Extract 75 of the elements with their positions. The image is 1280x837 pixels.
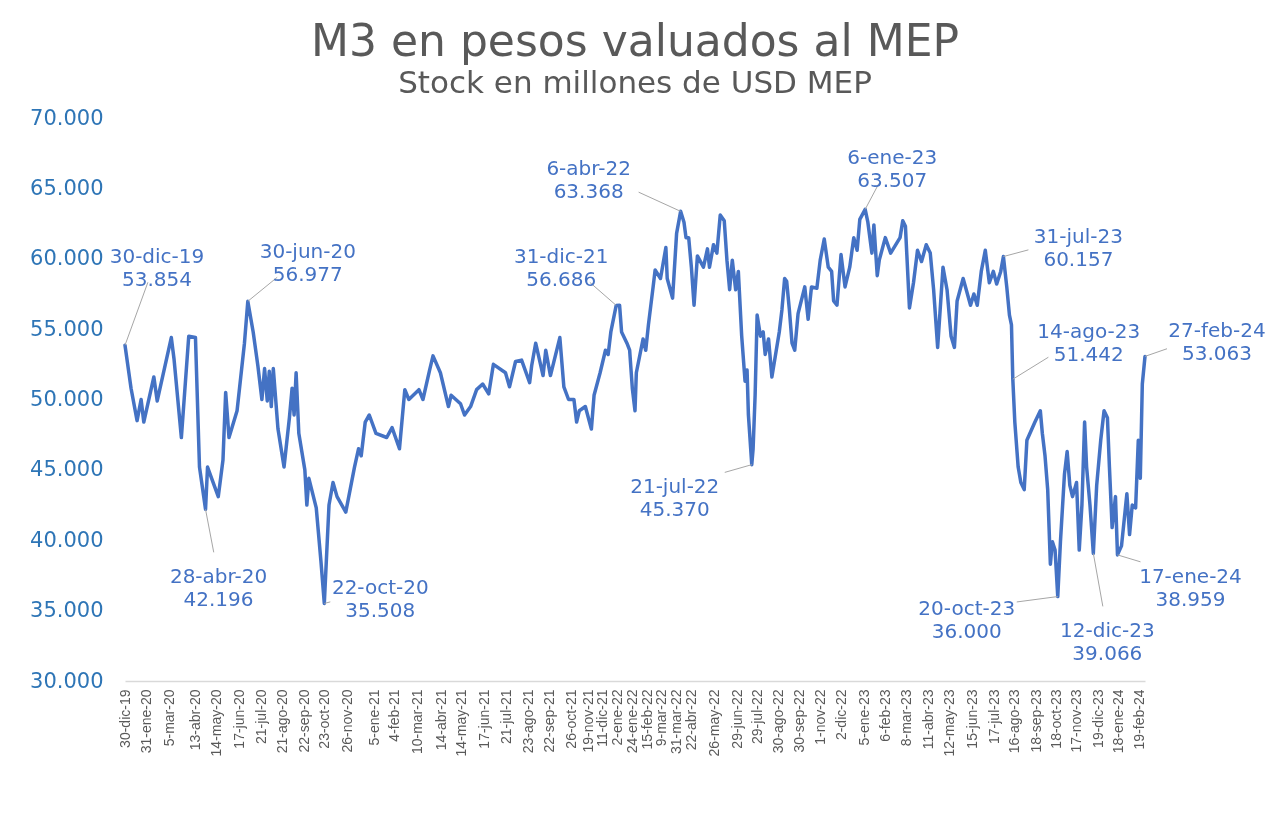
annotation: 6-abr-22 63.368 xyxy=(546,156,631,204)
annotation: 30-dic-19 53.854 xyxy=(109,244,205,292)
x-tick-label: 6-feb-23 xyxy=(877,689,894,742)
x-tick-label: 5-mar-20 xyxy=(160,689,177,747)
annotation: 6-ene-23 63.507 xyxy=(847,145,938,193)
x-tick-label: 18-sep-23 xyxy=(1027,689,1044,753)
y-tick-label: 45.000 xyxy=(30,457,104,482)
annotation: 21-jul-22 45.370 xyxy=(630,473,720,521)
x-tick-label: 29-jun-22 xyxy=(728,689,745,749)
annotation: 31-dic-21 56.686 xyxy=(513,244,609,292)
x-tick-label: 29-jul-22 xyxy=(748,689,765,744)
x-tick-label: 1-nov-22 xyxy=(812,689,829,745)
y-tick-label: 55.000 xyxy=(30,316,104,341)
x-tick-label: 13-abr-20 xyxy=(186,689,203,751)
annotation: 22-oct-20 35.508 xyxy=(331,575,429,623)
x-tick-label: 19-dic-23 xyxy=(1089,689,1106,748)
x-tick-label: 17-jul-23 xyxy=(985,689,1002,744)
x-tick-label: 9-mar-22 xyxy=(653,689,670,747)
x-tick-label: 5-ene-21 xyxy=(366,689,383,746)
annotation: 17-ene-24 38.959 xyxy=(1139,563,1242,611)
y-tick-label: 50.000 xyxy=(30,387,104,411)
x-tick-label: 31-ene-20 xyxy=(137,689,154,754)
x-tick-label: 4-feb-21 xyxy=(386,689,403,742)
x-tick-label: 19-feb-24 xyxy=(1131,689,1148,750)
x-tick-label: 18-ene-24 xyxy=(1109,689,1126,754)
x-tick-label: 19-nov-21 xyxy=(579,689,596,753)
x-tick-label: 16-ago-23 xyxy=(1005,689,1022,754)
x-tick-label: 23-oct-20 xyxy=(316,689,333,749)
x-tick-label: 17-jun-21 xyxy=(475,689,492,749)
x-tick-label: 22-abr-22 xyxy=(682,689,699,751)
annotation: 30-jun-20 56.977 xyxy=(259,239,356,287)
x-tick-label: 11-abr-23 xyxy=(920,689,937,750)
chart-subtitle: Stock en millones de USD MEP xyxy=(398,64,872,100)
x-tick-label: 26-nov-20 xyxy=(339,689,356,753)
x-tick-label: 8-mar-23 xyxy=(897,689,914,747)
y-tick-label: 65.000 xyxy=(30,175,104,200)
x-tick-label: 26-oct-21 xyxy=(563,689,580,749)
annotation: 28-abr-20 42.196 xyxy=(169,564,268,612)
x-tick-label: 15-feb-22 xyxy=(638,689,655,750)
x-tick-label: 17-jun-20 xyxy=(230,689,247,749)
y-tick-label: 60.000 xyxy=(30,246,104,271)
x-tick-label: 2-ene-22 xyxy=(609,689,626,746)
x-tick-label: 17-nov-23 xyxy=(1068,689,1085,753)
x-tick-label: 12-may-23 xyxy=(941,689,958,757)
annotation: 27-feb-24 53.063 xyxy=(1168,318,1266,366)
chart-title: M3 en pesos valuados al MEP xyxy=(311,15,959,66)
annotation: 20-oct-23 36.000 xyxy=(918,595,1016,643)
x-tick-label: 30-sep-22 xyxy=(790,689,807,753)
x-tick-label: 24-ene-22 xyxy=(623,689,640,754)
annotation: 14-ago-23 51.442 xyxy=(1037,319,1141,367)
y-tick-label: 30.000 xyxy=(30,668,104,693)
x-tick-label: 10-mar-21 xyxy=(409,689,426,755)
x-tick-label: 15-jun-23 xyxy=(964,689,981,749)
x-tick-label: 2-dic-22 xyxy=(833,689,850,741)
y-tick-label: 70.000 xyxy=(30,105,104,130)
x-tick-label: 30-dic-19 xyxy=(116,689,133,748)
x-tick-label: 14-may-20 xyxy=(207,689,224,757)
x-tick-label: 18-oct-23 xyxy=(1047,689,1064,749)
x-tick-label: 5-ene-23 xyxy=(856,689,872,746)
y-tick-label: 40.000 xyxy=(30,527,104,552)
x-tick-label: 21-jul-21 xyxy=(498,689,515,744)
x-tick-label: 30-ago-22 xyxy=(770,689,787,754)
x-tick-label: 21-ago-20 xyxy=(274,689,291,754)
x-tick-label: 14-abr-21 xyxy=(432,689,449,751)
x-tick-label: 21-jul-20 xyxy=(253,689,270,744)
x-tick-label: 26-may-22 xyxy=(705,689,722,757)
x-tick-label: 22-sep-20 xyxy=(295,689,312,753)
x-tick-label: 11-dic-21 xyxy=(594,689,611,747)
x-tick-label: 14-may-21 xyxy=(452,689,469,757)
x-tick-label: 31-mar-22 xyxy=(668,689,685,755)
x-tick-label: 22-sep-21 xyxy=(540,689,557,753)
annotation: 31-jul-23 60.157 xyxy=(1033,223,1123,271)
x-tick-label: 23-ago-21 xyxy=(520,689,537,754)
y-tick-label: 35.000 xyxy=(30,598,104,623)
annotation: 12-dic-23 39.066 xyxy=(1060,618,1155,666)
